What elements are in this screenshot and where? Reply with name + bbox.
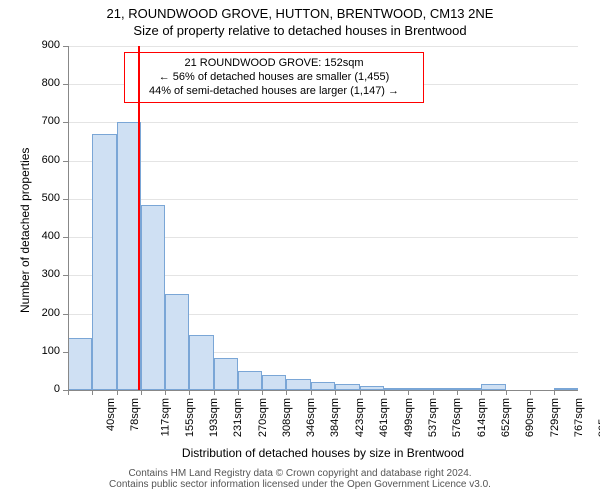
grid-line [68, 46, 578, 47]
annotation-line-1: 21 ROUNDWOOD GROVE: 152sqm [131, 57, 417, 71]
y-axis-line [68, 46, 69, 390]
y-tick-label: 800 [30, 77, 60, 89]
histogram-bar [189, 335, 214, 390]
footer: Contains HM Land Registry data © Crown c… [0, 468, 600, 490]
title-block: 21, ROUNDWOOD GROVE, HUTTON, BRENTWOOD, … [0, 0, 600, 40]
y-tick-label: 100 [30, 345, 60, 357]
histogram-bar [141, 205, 165, 390]
x-tick-label: 384sqm [330, 398, 342, 437]
footer-line-2: Contains public sector information licen… [0, 479, 600, 490]
annotation-line-2: ← 56% of detached houses are smaller (1,… [131, 71, 417, 85]
x-tick-label: 537sqm [427, 398, 439, 437]
y-tick-label: 700 [30, 115, 60, 127]
x-tick-label: 346sqm [305, 398, 317, 437]
x-tick-label: 499sqm [403, 398, 415, 437]
histogram-bar [92, 134, 117, 390]
histogram-bar [165, 294, 189, 390]
x-tick-label: 729sqm [549, 398, 561, 437]
x-tick-label: 652sqm [500, 398, 512, 437]
x-tick-label: 423sqm [354, 398, 366, 437]
grid-line [68, 161, 578, 162]
chart-container: 21, ROUNDWOOD GROVE, HUTTON, BRENTWOOD, … [0, 0, 600, 500]
x-tick-label: 767sqm [573, 398, 585, 437]
histogram-bar [262, 375, 286, 390]
histogram-bar [68, 338, 92, 390]
footer-line-1: Contains HM Land Registry data © Crown c… [0, 468, 600, 479]
x-tick-label: 614sqm [476, 398, 488, 437]
marker-line [138, 46, 140, 390]
x-tick-label: 576sqm [452, 398, 464, 437]
x-axis-line [68, 390, 578, 391]
x-tick-label: 155sqm [184, 398, 196, 437]
x-tick-label: 117sqm [159, 398, 171, 436]
y-tick-label: 500 [30, 192, 60, 204]
x-tick-label: 40sqm [105, 398, 117, 431]
title-line-2: Size of property relative to detached ho… [0, 23, 600, 40]
x-tick-label: 231sqm [232, 398, 244, 437]
histogram-bar [214, 358, 238, 390]
annotation-box: 21 ROUNDWOOD GROVE: 152sqm ← 56% of deta… [124, 52, 424, 103]
y-tick-label: 400 [30, 230, 60, 242]
y-tick-label: 300 [30, 268, 60, 280]
x-tick-label: 78sqm [129, 398, 141, 431]
histogram-bar [311, 382, 335, 390]
histogram-bar [286, 379, 311, 390]
y-tick-label: 900 [30, 39, 60, 51]
histogram-bar [238, 371, 262, 390]
annotation-line-3: 44% of semi-detached houses are larger (… [131, 85, 417, 99]
y-tick-label: 0 [30, 383, 60, 395]
y-tick-label: 200 [30, 307, 60, 319]
grid-line [68, 122, 578, 123]
x-tick-label: 193sqm [208, 398, 220, 437]
x-tick-label: 308sqm [281, 398, 293, 437]
x-axis-label: Distribution of detached houses by size … [68, 446, 578, 460]
title-line-1: 21, ROUNDWOOD GROVE, HUTTON, BRENTWOOD, … [0, 6, 600, 23]
y-tick-label: 600 [30, 154, 60, 166]
x-tick-label: 461sqm [379, 398, 391, 437]
x-tick-label: 690sqm [524, 398, 536, 437]
x-tick-label: 270sqm [257, 398, 269, 437]
grid-line [68, 199, 578, 200]
